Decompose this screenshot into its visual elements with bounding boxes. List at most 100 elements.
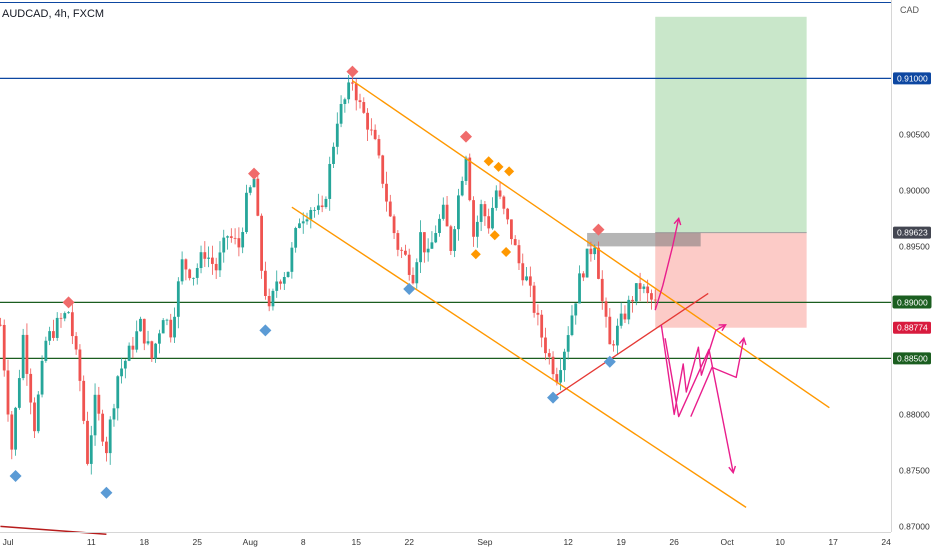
candle-body xyxy=(392,216,396,234)
candle-body xyxy=(313,209,316,211)
candle-body xyxy=(192,277,195,279)
candle-body xyxy=(407,254,411,275)
x-tick-label: 11 xyxy=(87,537,96,547)
price-tag-0.88500 xyxy=(893,352,931,365)
candle-body xyxy=(14,407,17,450)
candle-body xyxy=(0,324,2,326)
candle-body xyxy=(525,276,528,281)
candle-body xyxy=(29,373,33,403)
profit-zone xyxy=(655,16,807,233)
candle-body xyxy=(566,335,570,352)
currency-label: CAD xyxy=(900,5,920,15)
candle-body xyxy=(354,83,358,101)
candle-body xyxy=(275,281,279,291)
candle-body xyxy=(404,250,407,255)
candle-body xyxy=(555,374,559,383)
candle-body xyxy=(214,263,218,271)
candle-body xyxy=(324,198,328,208)
candle-body xyxy=(385,183,388,202)
candle-body xyxy=(615,325,619,346)
y-tick-label: 0.90500 xyxy=(899,129,930,139)
pivot-high-marker xyxy=(459,130,472,143)
candle-body xyxy=(506,208,510,220)
candle-body xyxy=(252,178,256,188)
candle-body xyxy=(260,215,263,271)
candle-body xyxy=(528,276,532,286)
candle-body xyxy=(245,192,248,233)
candle-body xyxy=(229,236,233,238)
chart-title: AUDCAD, 4h, FXCM xyxy=(2,8,104,20)
candle-body xyxy=(116,376,120,409)
candle-body xyxy=(21,334,25,379)
x-tick-label: 25 xyxy=(193,537,203,547)
price-tag-label: 0.89623 xyxy=(897,228,928,238)
candle-body xyxy=(290,247,294,272)
candle-body xyxy=(256,178,260,216)
resistance-zone xyxy=(587,232,701,247)
candle-body xyxy=(373,129,377,140)
candle-body xyxy=(17,378,21,408)
candle-body xyxy=(180,259,184,282)
candle-body xyxy=(135,331,139,350)
arrowhead-1 xyxy=(718,324,727,332)
candle-body xyxy=(411,274,415,284)
candle-body xyxy=(70,312,74,337)
candle-body xyxy=(638,283,642,289)
candle-body xyxy=(320,205,324,208)
candle-body xyxy=(142,318,146,344)
candle-body xyxy=(169,319,173,338)
candle-body xyxy=(203,252,207,259)
candle-body xyxy=(44,340,48,361)
level-lines xyxy=(0,77,891,360)
candle-body xyxy=(400,249,404,251)
candle-body xyxy=(93,394,97,436)
candle-body xyxy=(267,295,271,307)
candle-body xyxy=(494,190,498,208)
candle-body xyxy=(559,370,563,383)
time-axis[interactable]: Jul111825Aug81522Sep121926Oct101724No xyxy=(3,537,932,547)
candle-body xyxy=(332,146,335,164)
pivot-orange-marker xyxy=(470,249,481,260)
candle-body xyxy=(127,345,131,361)
candle-body xyxy=(335,123,339,147)
arrowhead-2 xyxy=(728,465,737,475)
candle-body xyxy=(248,187,252,193)
pivot-orange-marker xyxy=(483,156,494,167)
candle-body xyxy=(139,318,142,332)
pivot-low-marker xyxy=(100,486,113,499)
x-tick-label: Oct xyxy=(721,537,735,547)
candles xyxy=(0,74,657,475)
candle-body xyxy=(120,368,123,377)
x-tick-label: 18 xyxy=(140,537,150,547)
candle-body xyxy=(82,380,86,421)
candle-body xyxy=(343,99,347,104)
price-tag-label: 0.89000 xyxy=(897,297,928,307)
candle-body xyxy=(449,226,453,251)
candle-body xyxy=(298,223,301,229)
price-tag-label: 0.88500 xyxy=(897,353,928,363)
candle-body xyxy=(195,268,199,278)
candle-body xyxy=(241,232,245,248)
candle-body xyxy=(158,333,161,344)
candle-body xyxy=(521,263,525,281)
x-tick-label: Aug xyxy=(243,537,258,547)
x-tick-label: 24 xyxy=(881,537,891,547)
candle-body xyxy=(513,239,517,246)
candle-body xyxy=(381,155,385,184)
x-tick-label: 15 xyxy=(351,537,361,547)
candle-body xyxy=(222,237,226,253)
candle-body xyxy=(101,413,105,442)
candle-body xyxy=(351,82,354,84)
candle-body xyxy=(52,331,55,338)
candle-body xyxy=(25,334,29,374)
candle-body xyxy=(305,219,309,222)
price-tag-label: 0.91000 xyxy=(897,73,928,83)
candle-body xyxy=(604,301,608,317)
price-tags: 0.910000.896230.890040.890000.887740.885… xyxy=(892,72,932,365)
candle-body xyxy=(271,290,275,307)
price-tag-0.88774 xyxy=(893,321,931,334)
candle-body xyxy=(40,360,44,395)
pivot-high-marker xyxy=(248,167,261,180)
